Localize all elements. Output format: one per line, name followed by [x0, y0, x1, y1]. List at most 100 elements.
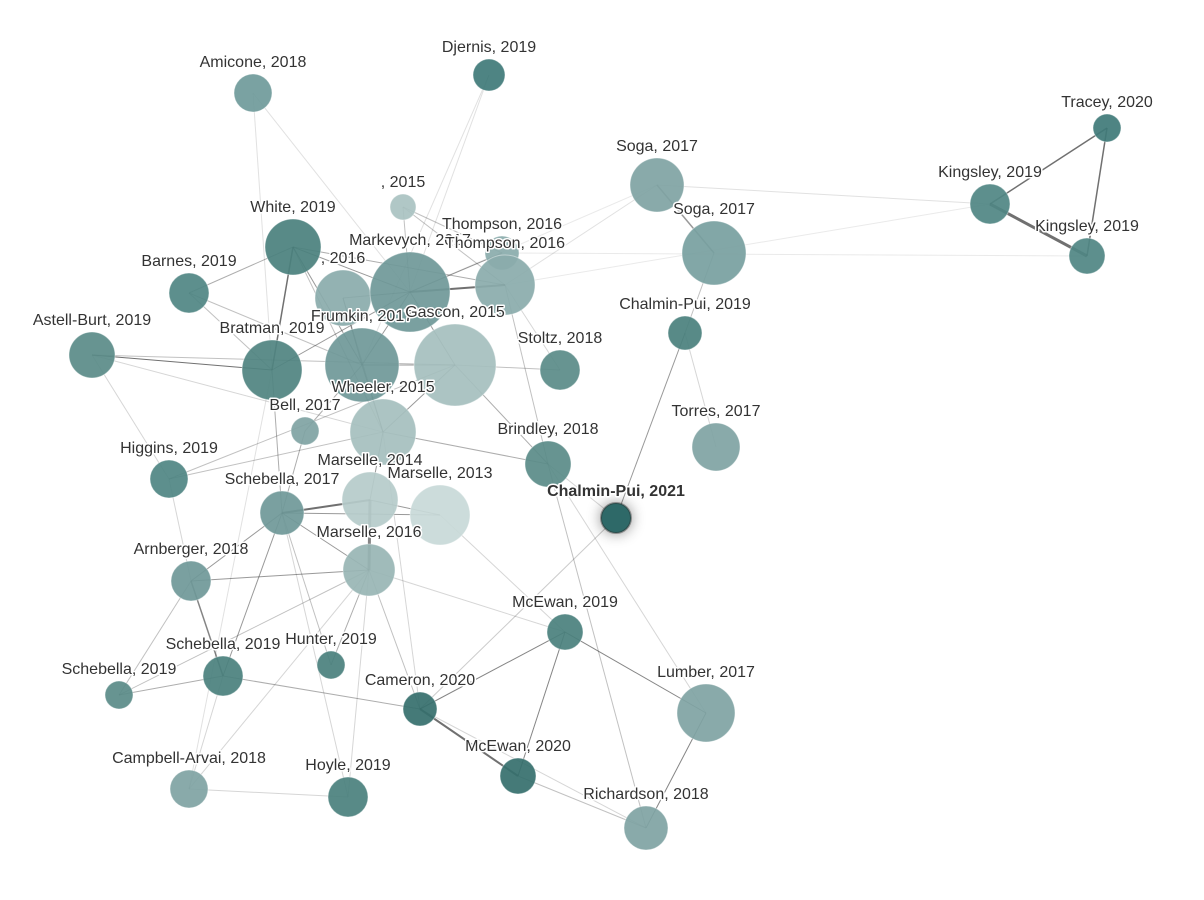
- node-label[interactable]: Marselle, 2016: [315, 523, 423, 543]
- paper-node[interactable]: [539, 349, 581, 391]
- paper-node[interactable]: [259, 490, 305, 536]
- paper-node[interactable]: [629, 157, 685, 213]
- paper-node[interactable]: [264, 218, 322, 276]
- node-label[interactable]: Schebella, 2017: [223, 470, 341, 490]
- paper-node[interactable]: [524, 440, 572, 488]
- edge: [504, 203, 991, 286]
- edge: [517, 631, 566, 777]
- node-label[interactable]: Schebella, 2019: [60, 660, 178, 680]
- paper-node[interactable]: [600, 502, 632, 534]
- node-label[interactable]: Hunter, 2019: [284, 630, 379, 650]
- paper-node[interactable]: [324, 327, 400, 403]
- paper-node[interactable]: [349, 398, 417, 466]
- node-label[interactable]: Soga, 2017: [615, 137, 700, 157]
- paper-node[interactable]: [413, 323, 497, 407]
- node-label[interactable]: Cameron, 2020: [363, 671, 476, 691]
- node-label[interactable]: Lumber, 2017: [656, 663, 757, 683]
- node-label[interactable]: , 2016: [319, 249, 367, 269]
- paper-node[interactable]: [104, 680, 134, 710]
- node-label[interactable]: Hoyle, 2019: [304, 756, 392, 776]
- paper-node[interactable]: [290, 416, 320, 446]
- paper-node[interactable]: [68, 331, 116, 379]
- paper-node[interactable]: [1092, 113, 1122, 143]
- node-label[interactable]: Gascon, 2015: [404, 303, 507, 323]
- node-label[interactable]: Bell, 2017: [268, 396, 342, 416]
- paper-node[interactable]: [676, 683, 736, 743]
- node-label[interactable]: McEwan, 2019: [511, 593, 620, 613]
- node-label[interactable]: Bratman, 2019: [218, 319, 326, 339]
- paper-node[interactable]: [168, 272, 210, 314]
- paper-node[interactable]: [691, 422, 741, 472]
- edge: [419, 708, 519, 777]
- paper-node[interactable]: [474, 254, 536, 316]
- node-label[interactable]: McEwan, 2020: [464, 737, 573, 757]
- paper-node[interactable]: [369, 251, 451, 333]
- paper-node[interactable]: [233, 73, 273, 113]
- paper-node[interactable]: [316, 650, 346, 680]
- paper-node[interactable]: [202, 655, 244, 697]
- paper-node[interactable]: [341, 471, 399, 529]
- node-label[interactable]: Torres, 2017: [670, 402, 762, 422]
- node-label[interactable]: Amicone, 2018: [198, 53, 308, 73]
- paper-node[interactable]: [327, 776, 369, 818]
- paper-node[interactable]: [149, 459, 189, 499]
- edges: [91, 74, 1108, 829]
- node-label[interactable]: Marselle, 2014: [316, 451, 424, 471]
- node-label[interactable]: White, 2019: [249, 198, 337, 218]
- paper-node[interactable]: [170, 560, 212, 602]
- paper-node[interactable]: [546, 613, 584, 651]
- edge: [504, 284, 549, 465]
- node-label[interactable]: Astell-Burt, 2019: [31, 311, 152, 331]
- edge: [419, 631, 566, 710]
- paper-node[interactable]: [342, 543, 396, 597]
- nodes: [68, 58, 1122, 851]
- edge: [547, 463, 707, 714]
- node-label[interactable]: , 2015: [379, 173, 427, 193]
- edge: [252, 92, 273, 371]
- edge: [547, 463, 647, 829]
- node-label[interactable]: Thompson, 2016: [443, 234, 566, 254]
- node-label[interactable]: Campbell-Arvai, 2018: [111, 749, 268, 769]
- edge: [419, 517, 617, 710]
- edge: [188, 788, 349, 798]
- paper-node[interactable]: [402, 691, 438, 727]
- node-label[interactable]: Richardson, 2018: [582, 785, 711, 805]
- node-label[interactable]: Tracey, 2020: [1060, 93, 1155, 113]
- paper-node[interactable]: [623, 805, 669, 851]
- paper-node[interactable]: [499, 757, 537, 795]
- node-label[interactable]: Barnes, 2019: [140, 252, 238, 272]
- node-label[interactable]: Stoltz, 2018: [516, 329, 604, 349]
- node-label[interactable]: Thompson, 2016: [440, 215, 563, 235]
- node-label[interactable]: Kingsley, 2019: [937, 163, 1044, 183]
- node-label[interactable]: Djernis, 2019: [440, 38, 537, 58]
- node-label[interactable]: Chalmin-Pui, 2019: [618, 295, 753, 315]
- node-label[interactable]: Marselle, 2013: [386, 464, 494, 484]
- edge: [281, 512, 332, 666]
- node-label[interactable]: Chalmin-Pui, 2021: [546, 482, 687, 502]
- paper-node[interactable]: [409, 484, 471, 546]
- node-label[interactable]: Brindley, 2018: [496, 420, 600, 440]
- labels: Amicone, 2018 Djernis, 2019 , 2015 White, 2…: [31, 38, 1155, 805]
- paper-node[interactable]: [681, 220, 747, 286]
- paper-node[interactable]: [169, 769, 209, 809]
- paper-node[interactable]: [667, 315, 703, 351]
- paper-node[interactable]: [241, 339, 303, 401]
- node-label[interactable]: Higgins, 2019: [119, 439, 220, 459]
- node-label[interactable]: Kingsley, 2019: [1034, 217, 1141, 237]
- paper-node[interactable]: [472, 58, 506, 92]
- edge: [91, 354, 273, 371]
- edge: [190, 569, 370, 582]
- node-label[interactable]: Arnberger, 2018: [132, 540, 250, 560]
- edge: [504, 184, 658, 286]
- node-label[interactable]: Schebella, 2019: [164, 635, 282, 655]
- paper-node[interactable]: [389, 193, 417, 221]
- edge: [188, 569, 370, 790]
- paper-node[interactable]: [1068, 237, 1106, 275]
- edge: [281, 512, 349, 798]
- edge: [656, 184, 991, 205]
- paper-node[interactable]: [969, 183, 1011, 225]
- node-label[interactable]: Markevych, 2017: [348, 231, 473, 251]
- node-label[interactable]: Frumkin, 2017: [309, 307, 414, 327]
- node-label[interactable]: Wheeler, 2015: [330, 378, 436, 398]
- node-label[interactable]: Soga, 2017: [672, 200, 757, 220]
